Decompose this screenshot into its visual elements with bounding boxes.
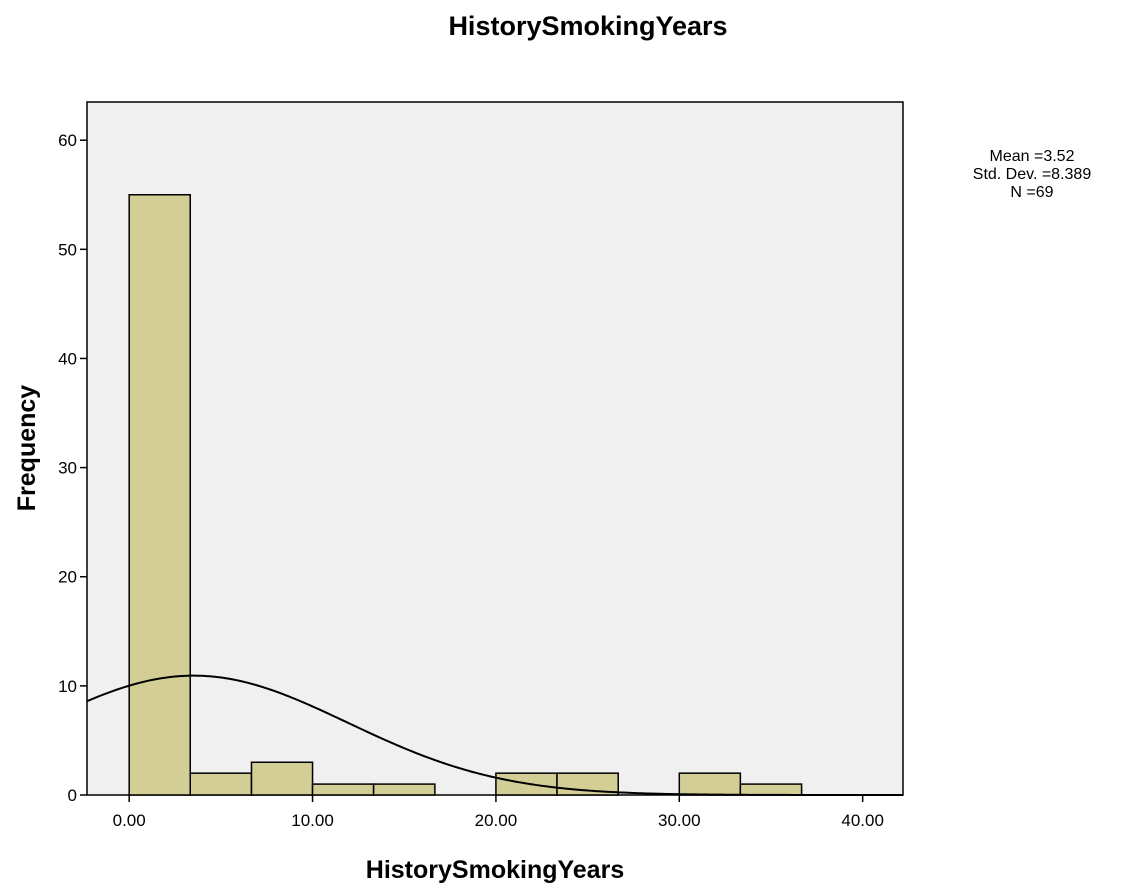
bars-layer [128,194,803,796]
normal-curve [86,674,903,796]
stats-line: N =69 [1010,184,1053,201]
histogram-bar [311,783,375,796]
plot-area [86,101,904,796]
histogram-bar [372,783,436,796]
x-tick-label: 10.00 [291,811,334,830]
x-tick-label: 30.00 [658,811,701,830]
y-tick-label: 40 [58,349,77,368]
x-tick-label: 40.00 [841,811,884,830]
x-axis-label: HistorySmokingYears [366,856,624,884]
x-tick-label: 20.00 [475,811,518,830]
x-axis: 0.00 10.00 20.00 30.00 40.00 [113,795,884,830]
x-tick-label: 0.00 [113,811,146,830]
histogram-bar [250,761,314,796]
histogram-bar [739,783,803,796]
y-tick-label: 50 [58,240,77,259]
y-tick-label: 30 [58,459,77,478]
stats-line: Mean =3.52 [990,148,1075,165]
y-tick-label: 60 [58,131,77,150]
y-axis-label: Frequency [13,385,41,512]
y-tick-label: 10 [58,677,77,696]
y-tick-label: 20 [58,568,77,587]
histogram-bar [128,194,191,796]
histogram-bar [678,772,742,796]
chart-title: HistorySmokingYears [448,11,727,41]
y-tick-label: 0 [68,786,77,805]
histogram-bar [189,772,253,796]
y-axis: 0 10 20 30 40 50 60 [58,131,87,805]
stats-line: Std. Dev. =8.389 [973,166,1092,183]
